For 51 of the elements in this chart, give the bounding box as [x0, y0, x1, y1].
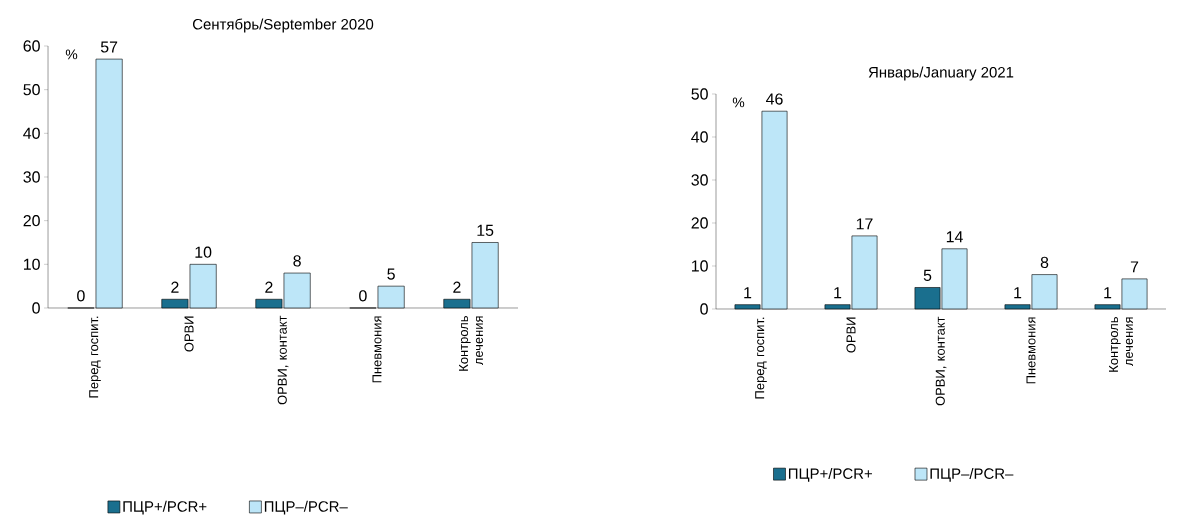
data-label: 57	[100, 41, 118, 53]
y-tick-label: 0	[32, 302, 40, 314]
data-label: 15	[477, 224, 494, 236]
legend-label: ПЦР–/PCR–	[264, 500, 348, 515]
y-tick-label: 30	[691, 174, 708, 186]
data-label: 1	[1014, 287, 1022, 299]
x-tick-label: Контроль лечения	[459, 315, 483, 371]
data-label: 8	[293, 255, 301, 267]
x-tick-label: Перед госпит.	[755, 317, 767, 399]
y-axis-title: %	[732, 97, 745, 108]
x-tick-label: ОРВИ, контакт	[277, 315, 289, 405]
x-tick-label: Контроль лечения	[1109, 316, 1133, 372]
y-tick-label: 50	[691, 88, 708, 100]
chart-title: Сентябрь/September 2020	[192, 18, 374, 33]
data-label: 0	[77, 290, 85, 302]
y-tick-label: 50	[23, 83, 40, 96]
y-tick-label: 10	[24, 258, 40, 270]
data-label: 2	[453, 281, 461, 293]
y-tick-label: 20	[691, 217, 708, 229]
legend-label: ПЦР–/PCR–	[930, 467, 1014, 482]
y-tick-label: 10	[692, 260, 708, 272]
data-label: 1	[744, 287, 752, 299]
x-tick-label: ОРВИ	[184, 316, 194, 352]
x-tick-label: Пневмония	[1026, 317, 1036, 384]
data-label: 7	[1130, 261, 1139, 273]
data-label: 46	[766, 93, 783, 105]
legend-label: ПЦР+/PCR+	[123, 500, 207, 515]
chart-title: Январь/January 2021	[868, 66, 1014, 81]
y-tick-label: 60	[23, 40, 40, 52]
y-tick-label: 30	[23, 171, 40, 183]
x-tick-label: ОРВИ, контакт	[935, 316, 947, 406]
data-label: 5	[923, 269, 932, 281]
data-label: 2	[265, 281, 273, 293]
x-tick-label: Пневмония	[372, 316, 382, 383]
x-tick-label: Перед госпит.	[89, 316, 101, 398]
y-tick-label: 40	[23, 127, 40, 139]
data-label: 1	[1104, 287, 1112, 299]
data-label: 0	[359, 290, 367, 302]
y-axis-title: %	[65, 49, 78, 60]
x-tick-label: ОРВИ	[846, 317, 856, 353]
data-label: 8	[1040, 256, 1049, 269]
y-tick-label: 40	[691, 131, 708, 143]
data-label: 1	[834, 287, 842, 299]
data-label: 17	[856, 218, 873, 230]
data-label: 5	[387, 268, 395, 280]
y-tick-label: 20	[23, 214, 40, 227]
legend-label: ПЦР+/PCR+	[788, 467, 872, 482]
y-tick-label: 0	[700, 303, 708, 315]
data-label: 10	[195, 246, 212, 258]
data-label: 2	[171, 281, 179, 293]
data-label: 14	[946, 231, 963, 243]
